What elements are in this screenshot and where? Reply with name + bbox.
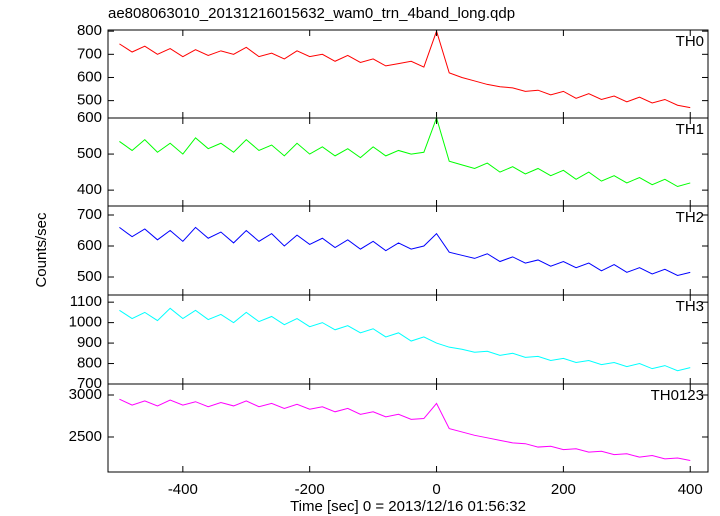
y-tick-label: 1000 (69, 314, 102, 331)
legend-label: TH0 (676, 33, 704, 50)
y-axis-label: Counts/sec (33, 212, 50, 288)
y-tick-label: 500 (77, 145, 102, 162)
y-tick-label: 600 (77, 68, 102, 85)
y-tick-label: 3000 (69, 386, 102, 403)
data-line (119, 116, 691, 188)
y-tick-label: 400 (77, 181, 102, 198)
panel-frame (107, 29, 709, 119)
legend-label: TH2 (676, 209, 704, 226)
y-tick-label: 700 (77, 45, 102, 62)
data-line (119, 398, 691, 461)
y-tick-label: 700 (77, 375, 102, 392)
y-tick-label: 900 (77, 334, 102, 351)
y-tick-label: 600 (77, 237, 102, 254)
legend-label: TH3 (676, 298, 704, 315)
legend-label: TH0123 (651, 387, 704, 404)
y-tick-label: 2500 (69, 428, 102, 445)
data-line (119, 226, 691, 276)
x-tick-label: -400 (168, 481, 198, 498)
x-tick-label: 400 (678, 481, 703, 498)
x-tick-label: -200 (295, 481, 325, 498)
panel-frame (107, 117, 709, 207)
y-tick-label: 800 (77, 355, 102, 372)
legend-label: TH1 (676, 121, 704, 138)
x-tick-label: 0 (432, 481, 440, 498)
data-line (119, 307, 691, 372)
data-line (119, 29, 691, 109)
y-tick-label: 500 (77, 268, 102, 285)
x-tick-label: 200 (551, 481, 576, 498)
panel-frame (107, 383, 709, 473)
y-tick-label: 1100 (70, 293, 102, 310)
x-axis-label: Time [sec] 0 = 2013/12/16 01:56:32 (290, 498, 526, 515)
y-tick-label: 500 (77, 92, 102, 109)
y-tick-label: 800 (77, 22, 102, 39)
chart-title: ae808063010_20131216015632_wam0_trn_4ban… (108, 5, 515, 22)
y-tick-label: 700 (77, 206, 102, 223)
panel-frame (107, 205, 709, 296)
y-tick-label: 600 (77, 109, 102, 126)
